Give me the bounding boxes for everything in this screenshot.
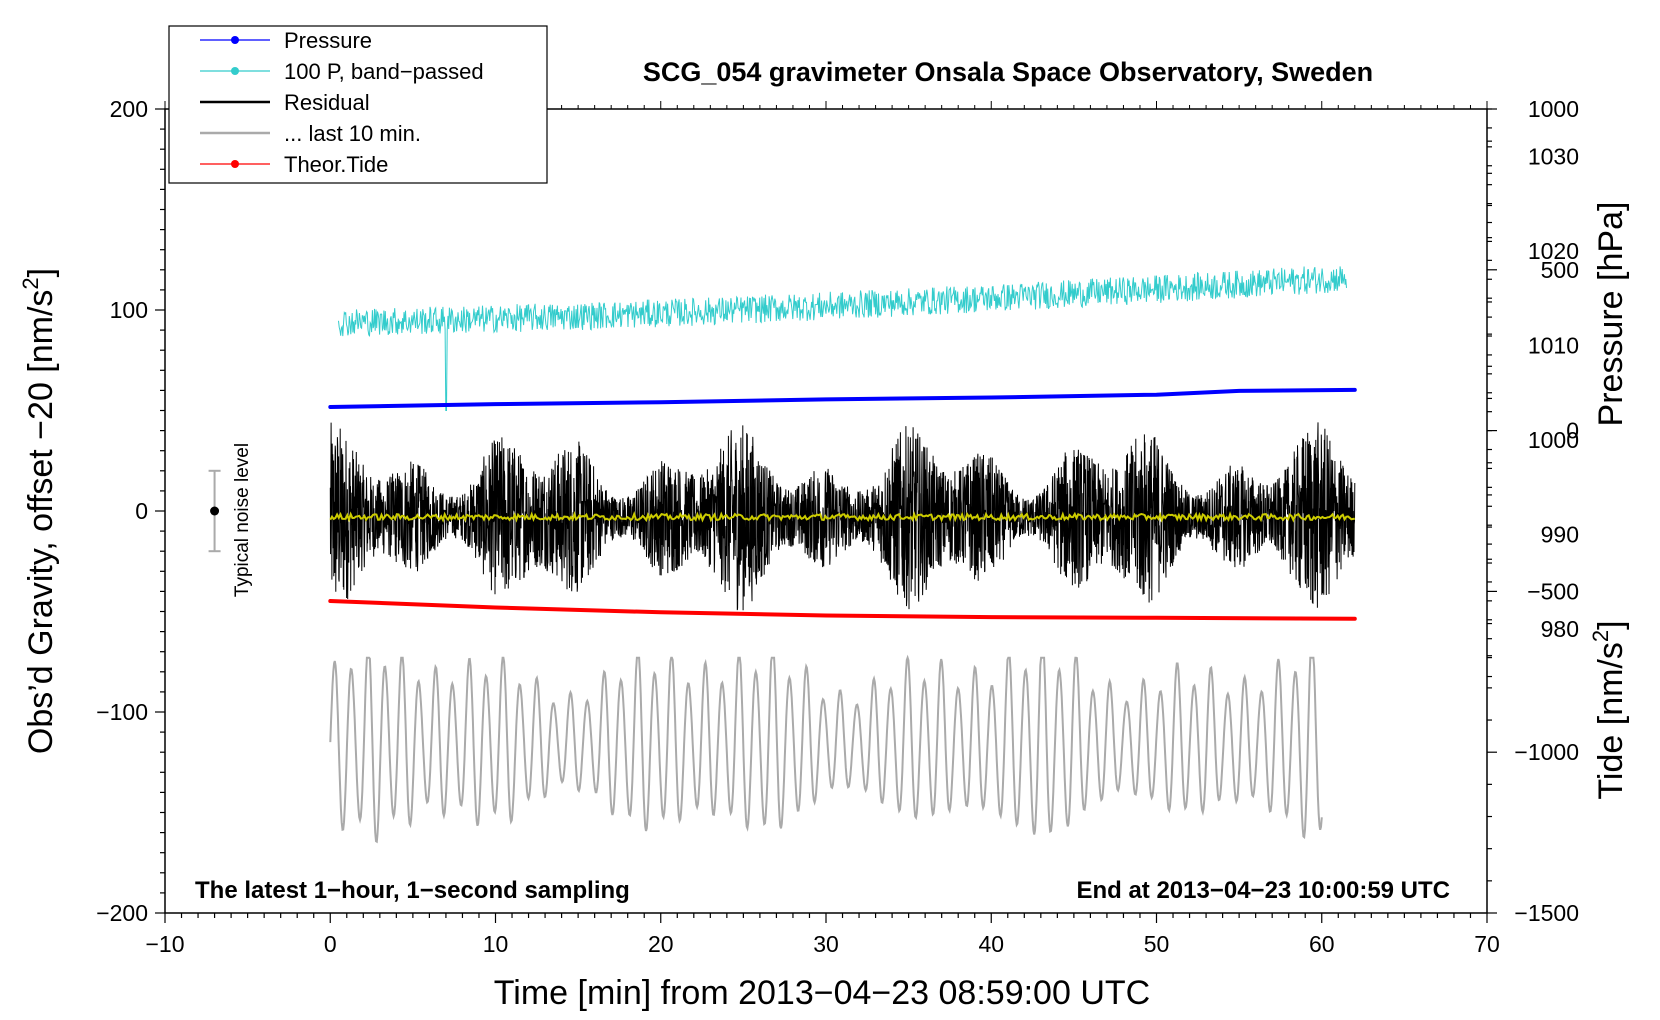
pressure-tick-label: 990 — [1541, 522, 1579, 548]
tide-tick-label: 500 — [1541, 257, 1579, 283]
legend-label: 100 P, band−passed — [284, 59, 484, 84]
y-tick-label: −200 — [96, 900, 148, 926]
x-tick-label: 30 — [813, 931, 839, 957]
legend-label: Pressure — [284, 28, 372, 53]
x-tick-label: −10 — [145, 931, 184, 957]
y-axis-label-tide-sup: 2 — [1588, 630, 1613, 642]
tide-tick-label: −1000 — [1514, 739, 1579, 765]
annotation-end-time: End at 2013−04−23 10:00:59 UTC — [1076, 877, 1450, 904]
x-tick-label: 40 — [978, 931, 1004, 957]
legend-box — [168, 25, 548, 184]
tide-tick-label: 0 — [1566, 418, 1579, 444]
y-axis-label-left: Obs’d Gravity, offset −20 [nm/s2] — [18, 268, 60, 754]
legend-label: ... last 10 min. — [284, 121, 421, 146]
legend-marker — [231, 36, 239, 44]
legend-label: Residual — [284, 90, 370, 115]
x-tick-label: 10 — [483, 931, 509, 957]
tide-tick-label: −500 — [1527, 578, 1579, 604]
legend-marker — [231, 67, 239, 75]
x-tick-label: 0 — [324, 931, 337, 957]
chart-title: SCG_054 gravimeter Onsala Space Observat… — [643, 57, 1373, 87]
series-residual-smoothed — [329, 510, 1355, 523]
x-tick-label: 20 — [648, 931, 674, 957]
noise-indicator — [208, 469, 221, 553]
x-tick-label: 70 — [1474, 931, 1500, 957]
series-residual — [329, 422, 1356, 611]
legend-marker — [231, 160, 239, 168]
pressure-tick-label: 1020 — [1528, 238, 1579, 264]
noise-label: Typical noise level — [232, 443, 253, 597]
legend-label: Theor.Tide — [284, 152, 388, 177]
series-last-10-min — [329, 654, 1323, 844]
y-axis-label-left-end: ] — [22, 268, 60, 277]
pressure-tick-label: 1010 — [1528, 332, 1579, 358]
y-tick-label: 100 — [110, 297, 148, 323]
y-axis-label-tide: Tide [nm/s2] — [1588, 620, 1630, 799]
tide-tick-label: 1000 — [1528, 96, 1579, 122]
y-tick-label: 0 — [135, 498, 148, 524]
y-axis-label-pressure: Pressure [hPa] — [1592, 202, 1630, 427]
noise-center-dot — [210, 506, 220, 516]
pressure-tick-label: 1000 — [1528, 427, 1579, 453]
series-band-passed — [338, 266, 1347, 411]
series-pressure — [328, 387, 1357, 409]
pressure-tick-label: 1030 — [1528, 143, 1579, 169]
y-axis-label-left-sup: 2 — [18, 277, 43, 289]
y-axis-label-tide-main: Tide [nm/s — [1592, 642, 1630, 799]
tide-tick-label: −1500 — [1514, 900, 1579, 926]
x-axis-label: Time [min] from 2013−04−23 08:59:00 UTC — [494, 974, 1150, 1012]
y-axis-label-tide-end: ] — [1592, 620, 1630, 629]
y-tick-label: −100 — [96, 699, 148, 725]
x-tick-label: 60 — [1309, 931, 1335, 957]
pressure-tick-label: 980 — [1541, 616, 1579, 642]
legend: Pressure 100 P, band−passed Residual ... la… — [168, 25, 548, 184]
x-tick-label: 50 — [1144, 931, 1170, 957]
series-theor-tide — [328, 599, 1357, 621]
y-tick-label: 200 — [110, 96, 148, 122]
annotation-sampling: The latest 1−hour, 1−second sampling — [195, 877, 630, 904]
y-axis-label-left-main: Obs’d Gravity, offset −20 [nm/s — [22, 290, 60, 755]
